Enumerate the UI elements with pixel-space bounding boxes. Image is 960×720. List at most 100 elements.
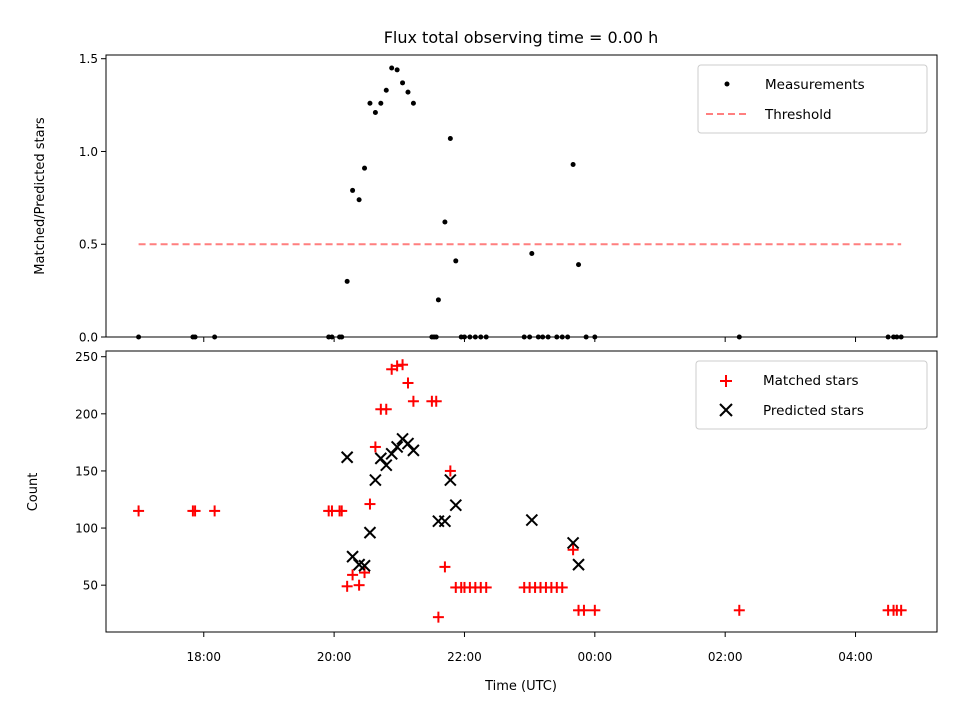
matched-star-point: [369, 441, 381, 453]
matched-star-point: [189, 505, 201, 517]
measurement-point: [400, 80, 406, 86]
matched-star-point: [407, 395, 419, 407]
legend-threshold-label: Threshold: [764, 107, 832, 123]
matched-star-point: [733, 604, 745, 616]
predicted-star-point: [444, 473, 457, 487]
top-legend: Measurements Threshold: [697, 64, 928, 134]
top-y-tick-label: 0.5: [79, 238, 98, 252]
top-y-ticks: 0.0 0.5 1.0 1.5: [79, 52, 106, 345]
bottom-y-ticks: 50 100 150 200 250: [75, 350, 106, 593]
bottom-y-axis-label: Count: [26, 473, 41, 512]
top-y-tick-label: 1.0: [79, 145, 98, 159]
measurement-point: [447, 135, 453, 141]
bottom-axes-frame: [105, 350, 938, 633]
measurement-point: [367, 100, 373, 106]
bottom-y-tick-label: 100: [75, 522, 98, 536]
predicted-star-point: [525, 513, 539, 527]
measurement-point: [405, 89, 411, 95]
predicted-star-point: [346, 550, 359, 563]
bottom-y-tick-label: 50: [83, 579, 98, 593]
matched-star-point: [589, 604, 601, 616]
top-y-tick-label: 1.5: [79, 52, 98, 66]
measurement-point: [576, 262, 582, 268]
x-tick-label: 02:00: [708, 650, 743, 664]
legend-predicted-label: Predicted stars: [763, 403, 864, 419]
matched-star-point: [556, 581, 568, 593]
top-legend-box: [697, 64, 928, 134]
matched-star-point: [895, 604, 907, 616]
measurement-point: [383, 87, 389, 93]
measurement-point: [362, 165, 368, 171]
predicted-star-point: [407, 444, 420, 457]
bottom-panel: 50 100 150 200 250 18:00 20:00 22:00 00:00 02:00…: [26, 350, 938, 694]
legend-measurements-label: Measurements: [765, 77, 865, 93]
top-panel: Flux total observing time = 0.00 h 0.00.…: [33, 28, 938, 345]
matched-star-point: [341, 580, 353, 592]
predicted-star-point: [390, 440, 404, 454]
measurement-point: [344, 278, 350, 284]
predicted-star-point: [566, 536, 580, 550]
measurement-point: [453, 258, 459, 264]
predicted-star-point: [401, 437, 415, 450]
bottom-x-ticks: 18:00 20:00 22:00 00:00 02:00 04:00: [186, 632, 873, 664]
matched-star-point: [402, 377, 414, 389]
predicted-star-point: [449, 499, 462, 512]
measurement-point: [378, 100, 384, 106]
matched-star-point: [578, 604, 590, 616]
matched-star-point: [133, 505, 145, 517]
bottom-plot-marks: [133, 359, 907, 623]
predicted-star-point: [380, 459, 393, 472]
top-axes-frame: [105, 54, 938, 338]
x-tick-label: 00:00: [578, 650, 613, 664]
x-tick-label: 22:00: [447, 650, 482, 664]
matched-star-point: [380, 403, 392, 415]
top-y-tick-label: 0.0: [79, 331, 98, 345]
matched-star-point: [430, 395, 442, 407]
matched-star-point: [209, 505, 221, 517]
matched-star-point: [480, 581, 492, 593]
x-tick-label: 20:00: [317, 650, 352, 664]
measurement-point: [389, 65, 395, 71]
bottom-y-tick-label: 200: [75, 407, 98, 421]
measurement-point: [372, 110, 378, 116]
legend-matched-marker: [720, 375, 732, 387]
measurement-point: [350, 187, 356, 193]
x-tick-label: 04:00: [838, 650, 873, 664]
measurement-point: [529, 251, 535, 257]
matched-star-point: [397, 359, 409, 371]
predicted-star-point: [363, 526, 377, 539]
predicted-star-point: [374, 452, 388, 465]
x-axis-label: Time (UTC): [484, 679, 557, 694]
matched-star-point: [347, 569, 359, 581]
bottom-y-tick-label: 150: [75, 464, 98, 478]
measurement-point: [394, 67, 400, 73]
legend-predicted-marker: [719, 403, 733, 417]
matched-star-point: [364, 498, 376, 510]
matched-star-point: [353, 579, 365, 591]
bottom-legend-box: [695, 360, 928, 430]
bottom-legend: Matched stars Predicted stars: [695, 360, 928, 430]
measurement-point: [435, 297, 441, 303]
measurement-point: [410, 100, 416, 106]
matched-star-point: [391, 360, 403, 372]
bottom-y-tick-label: 250: [75, 350, 98, 364]
matched-star-point: [567, 544, 579, 556]
predicted-star-point: [438, 514, 452, 528]
predicted-star-point: [340, 451, 354, 464]
matched-star-point: [336, 505, 348, 517]
matched-star-point: [444, 465, 456, 477]
measurement-point: [570, 161, 576, 167]
predicted-star-point: [572, 558, 585, 571]
measurement-point: [442, 219, 448, 225]
chart-title: Flux total observing time = 0.00 h: [384, 28, 659, 47]
predicted-star-point: [369, 473, 382, 487]
predicted-star-point: [385, 447, 398, 461]
predicted-star-point: [358, 559, 371, 572]
measurement-point: [356, 197, 362, 203]
legend-measurements-marker: [724, 81, 730, 87]
matched-star-point: [432, 611, 444, 623]
legend-matched-label: Matched stars: [763, 373, 859, 389]
matched-star-point: [439, 561, 451, 573]
top-y-axis-label: Matched/Predicted stars: [33, 117, 48, 275]
